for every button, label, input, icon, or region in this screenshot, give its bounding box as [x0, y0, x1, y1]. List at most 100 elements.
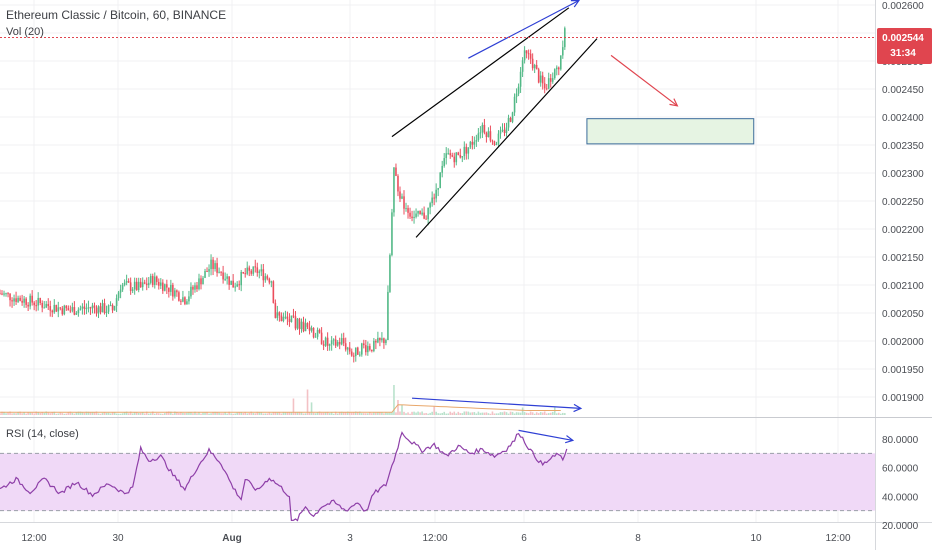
- candle: [316, 329, 319, 337]
- candle: [562, 47, 564, 56]
- volume-bar: [222, 413, 224, 415]
- candle: [129, 282, 132, 291]
- candle: [228, 276, 230, 285]
- price-badge-value: 0.002544: [882, 33, 924, 44]
- volume-bar: [254, 413, 257, 415]
- candle: [117, 292, 120, 299]
- volume-bar: [356, 411, 359, 415]
- volume-label[interactable]: Vol (20): [6, 26, 44, 38]
- candle: [435, 189, 437, 199]
- volume-bar: [300, 412, 303, 415]
- candle: [427, 207, 429, 220]
- volume-bar: [33, 413, 35, 415]
- candle: [39, 297, 41, 303]
- rsi-label[interactable]: RSI (14, close): [6, 428, 79, 440]
- candle: [371, 349, 373, 352]
- candle: [501, 129, 504, 131]
- volume-bar: [284, 412, 287, 415]
- volume-bar: [298, 411, 301, 415]
- candle: [63, 305, 66, 315]
- candle: [135, 281, 138, 290]
- volume-bar: [99, 413, 102, 415]
- volume-bar: [256, 411, 259, 415]
- volume-bar: [363, 413, 365, 415]
- volume-divergence-arrow: [412, 397, 581, 409]
- candle: [308, 326, 311, 331]
- candle: [328, 344, 331, 346]
- volume-bar: [91, 411, 94, 415]
- candle: [395, 167, 397, 176]
- volume-bar: [399, 411, 401, 415]
- candle: [336, 342, 339, 346]
- candle: [31, 295, 33, 303]
- volume-bar: [282, 411, 285, 415]
- volume-bar: [107, 412, 110, 415]
- volume-bar: [515, 412, 518, 415]
- volume-bar: [505, 412, 508, 415]
- candle: [413, 216, 415, 218]
- time-axis-tick: 12:00: [21, 533, 46, 544]
- candle: [137, 281, 140, 290]
- candle: [232, 280, 234, 288]
- candle: [288, 319, 291, 322]
- volume-bar: [361, 413, 363, 415]
- volume-bar: [523, 412, 526, 415]
- candle: [139, 281, 142, 288]
- volume-bar: [101, 412, 104, 415]
- volume-bar: [157, 413, 160, 415]
- candle: [515, 93, 518, 97]
- candle: [206, 271, 208, 273]
- candle: [43, 307, 46, 309]
- candle: [401, 196, 403, 199]
- candle: [399, 191, 401, 199]
- candle: [236, 284, 238, 287]
- candle: [214, 263, 216, 269]
- volume-bar: [429, 412, 431, 415]
- volume-bar: [135, 412, 138, 415]
- candle: [178, 292, 180, 301]
- candle: [421, 212, 423, 215]
- volume-bar: [145, 411, 148, 415]
- candle: [310, 327, 313, 331]
- price-axis-tick: 0.002000: [882, 337, 924, 348]
- volume-bar: [103, 412, 106, 415]
- candle: [196, 285, 198, 290]
- candle: [192, 286, 194, 290]
- volume-bar: [220, 413, 222, 415]
- volume-bar: [407, 412, 409, 415]
- volume-bar: [369, 412, 371, 415]
- volume-bar: [0, 413, 1, 415]
- candle: [93, 305, 96, 308]
- candle: [467, 147, 470, 154]
- volume-bar: [292, 398, 295, 415]
- candle: [469, 141, 472, 148]
- candle: [198, 278, 200, 290]
- volume-bar: [226, 413, 228, 415]
- candle: [99, 306, 102, 313]
- candle: [475, 140, 478, 142]
- candle: [373, 340, 375, 352]
- rsi-divergence-arrow: [518, 429, 573, 442]
- candle: [459, 154, 462, 158]
- volume-bar: [365, 413, 367, 415]
- rsi-axis-tick: 40.0000: [882, 492, 919, 503]
- candle: [230, 280, 232, 285]
- candle: [155, 276, 158, 282]
- candle: [429, 203, 431, 208]
- candle: [379, 337, 381, 341]
- candle: [495, 143, 498, 145]
- candle: [35, 305, 37, 307]
- volume-bar: [280, 413, 283, 415]
- candle: [91, 305, 94, 309]
- candle: [226, 276, 228, 279]
- volume-bar: [371, 413, 373, 415]
- volume-bar: [423, 413, 425, 415]
- candle: [332, 339, 335, 341]
- volume-bar: [7, 412, 9, 415]
- volume-bar: [344, 412, 347, 415]
- volume-bar: [288, 412, 291, 415]
- volume-bar: [483, 412, 486, 415]
- price-badge: [877, 28, 932, 64]
- chart-title[interactable]: Ethereum Classic / Bitcoin, 60, BINANCE: [6, 8, 226, 22]
- volume-bar: [519, 412, 522, 415]
